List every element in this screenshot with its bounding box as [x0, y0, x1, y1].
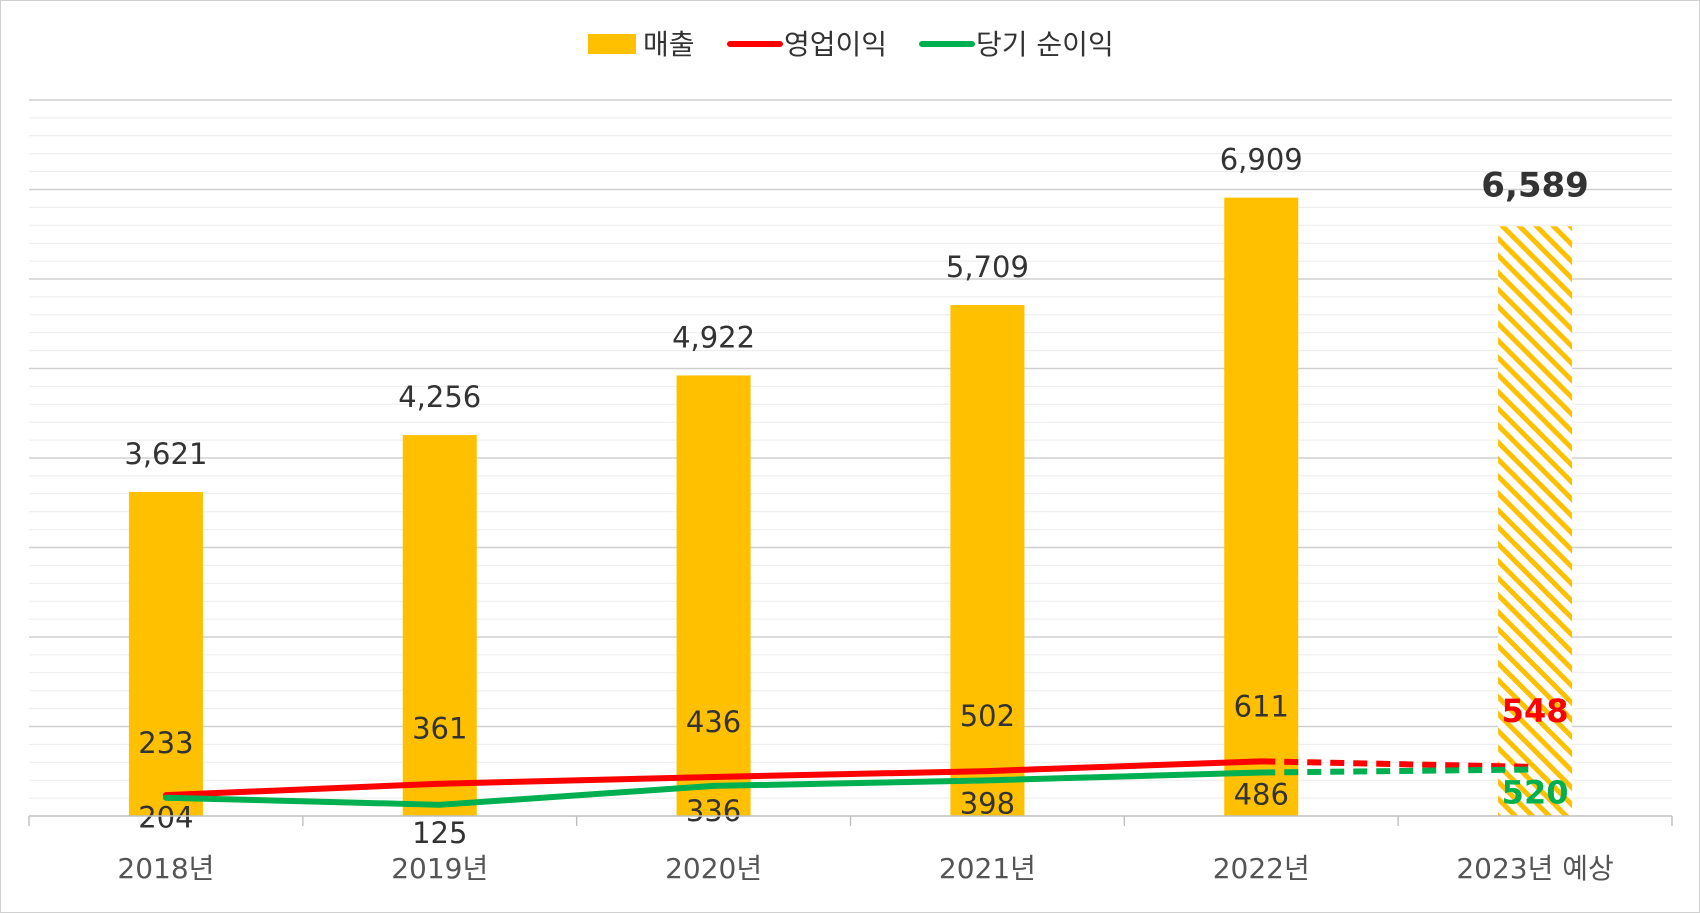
- bar-sales: [676, 375, 751, 816]
- legend: 매출 영업이익 당기 순이익: [588, 28, 1114, 61]
- data-labels: 3,621 4,256 4,922 5,709 6,909 6,589 233 361 436 5…: [124, 143, 1588, 850]
- x-tick-label: 2019년: [391, 852, 488, 885]
- net-income-label: 398: [960, 786, 1015, 820]
- net-income-label: 520: [1502, 773, 1569, 811]
- bar-sales: [402, 435, 477, 816]
- bar-value-label: 5,709: [946, 250, 1029, 284]
- operating-profit-label: 361: [412, 712, 467, 746]
- legend-label-sales: 매출: [643, 28, 695, 61]
- bar-sales: [1224, 197, 1299, 816]
- operating-profit-label: 436: [686, 705, 741, 739]
- x-tick-label: 2023년 예상: [1456, 852, 1613, 885]
- x-tick-label: 2018년: [117, 852, 214, 885]
- net-income-label: 204: [138, 801, 193, 835]
- bar-value-label: 6,909: [1220, 143, 1303, 177]
- net-income-label: 125: [412, 816, 467, 850]
- operating-profit-label: 611: [1234, 689, 1289, 723]
- legend-label-operating-profit: 영업이익: [784, 28, 887, 61]
- line-series: [162, 758, 1536, 808]
- net-income-label: 486: [1234, 778, 1289, 812]
- gridlines: [29, 99, 1672, 799]
- operating-profit-line: [162, 758, 1265, 799]
- bar-series: [128, 197, 1573, 817]
- x-tick-label: 2021년: [939, 852, 1036, 885]
- legend-label-net-income: 당기 순이익: [976, 28, 1114, 61]
- operating-profit-label: 548: [1502, 692, 1569, 730]
- bar-value-label: 6,589: [1481, 165, 1589, 205]
- x-axis: 2018년 2019년 2020년 2021년 2022년 2023년 예상: [28, 815, 1673, 885]
- bar-sales: [1498, 226, 1573, 817]
- bar-sales: [128, 491, 203, 816]
- legend-swatch-sales: [588, 34, 636, 54]
- operating-profit-label: 233: [138, 726, 193, 760]
- bar-value-label: 3,621: [124, 437, 207, 471]
- bar-sales: [950, 305, 1025, 816]
- operating-profit-label: 502: [960, 699, 1015, 733]
- bar-value-label: 4,256: [398, 380, 481, 414]
- bar-value-label: 4,922: [672, 320, 755, 354]
- net-income-line: [162, 769, 1265, 808]
- x-tick-label: 2020년: [665, 852, 762, 885]
- net-income-label: 336: [686, 794, 741, 828]
- net-income-forecast-line: [1261, 766, 1536, 776]
- x-tick-label: 2022년: [1213, 852, 1310, 885]
